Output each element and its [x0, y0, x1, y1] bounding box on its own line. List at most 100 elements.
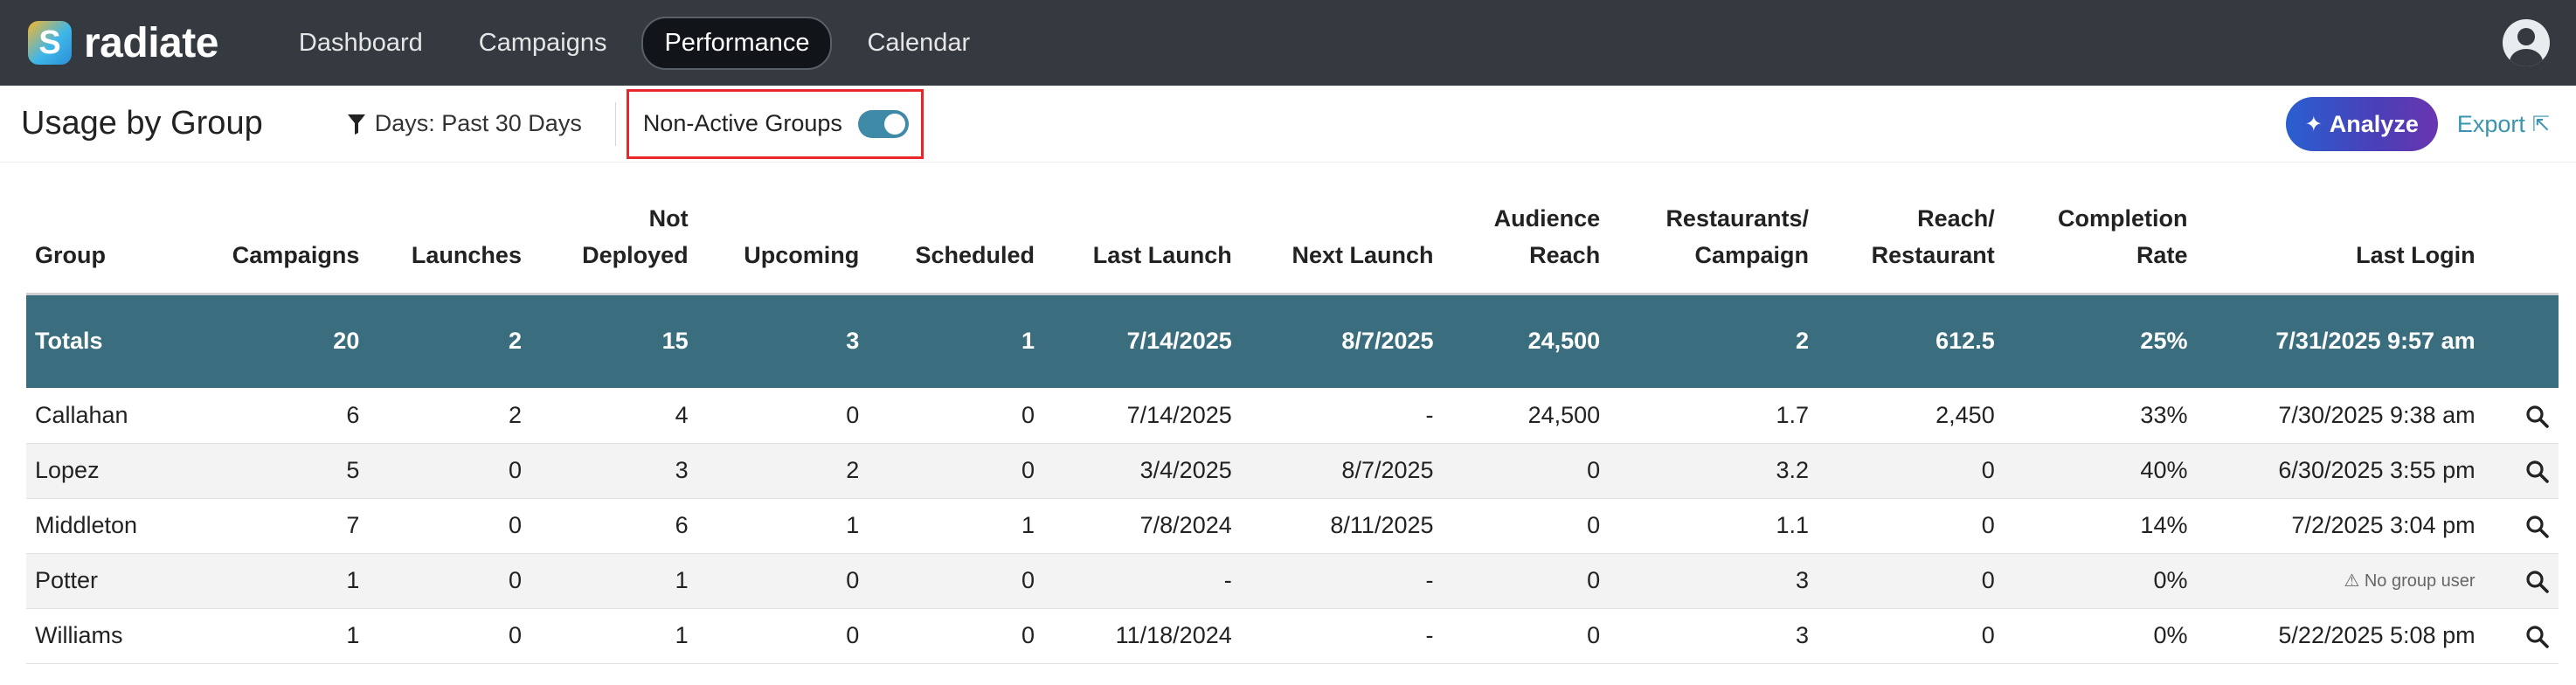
cell-scheduled: 0: [868, 553, 1043, 609]
col-header-reach-per-restaurant[interactable]: Reach/Restaurant: [1818, 185, 2004, 295]
cell-not-deployed: 1: [530, 608, 697, 664]
brand-name: radiate: [84, 19, 218, 66]
cell-upcoming: 0: [696, 388, 869, 444]
col-header-group[interactable]: Group: [26, 185, 193, 295]
cell-reach-per-restaurant: 2,450: [1818, 388, 2004, 444]
cell-restaurants-per-campaign: 1.1: [1609, 498, 1818, 554]
cell-reach-per-restaurant: 0: [1818, 553, 2004, 609]
col-header-last-launch[interactable]: Last Launch: [1042, 185, 1241, 295]
col-header-upcoming[interactable]: Upcoming: [696, 185, 869, 295]
nav-tabs: Dashboard Campaigns Performance Calendar: [278, 16, 991, 70]
cell-launches: 0: [368, 498, 530, 554]
radiate-logo-icon: S: [28, 21, 72, 65]
cell-not-deployed: 4: [530, 388, 697, 444]
totals-group: Totals: [26, 294, 193, 388]
cell-next-launch: -: [1240, 388, 1443, 444]
cell-completion-rate: 0%: [2003, 553, 2197, 609]
usage-table: Group Campaigns Launches Not Deployed Upc…: [26, 185, 2559, 664]
nav-tab-campaigns[interactable]: Campaigns: [478, 28, 607, 57]
cell-last-login-warning: ⚠ No group user: [2196, 553, 2484, 609]
cell-scheduled: 0: [868, 388, 1043, 444]
cell-launches: 0: [368, 553, 530, 609]
cell-upcoming: 0: [696, 553, 869, 609]
cell-audience-reach: 0: [1442, 443, 1610, 499]
cell-next-launch: -: [1240, 608, 1443, 664]
nav-tab-performance[interactable]: Performance: [641, 16, 833, 70]
cell-restaurants-per-campaign: 3: [1609, 553, 1818, 609]
days-filter-button[interactable]: Days: Past 30 Days: [347, 110, 582, 137]
usage-table-container: Group Campaigns Launches Not Deployed Upc…: [26, 185, 2559, 664]
cell-launches: 0: [368, 443, 530, 499]
totals-row: Totals 20 2 15 3 1 7/14/2025 8/7/2025 24…: [26, 294, 2559, 388]
table-row: Lopez 5 0 3 2 0 3/4/2025 8/7/2025 0 3.2 …: [26, 443, 2559, 499]
cell-completion-rate: 14%: [2003, 498, 2197, 554]
cell-next-launch: 8/7/2025: [1240, 443, 1443, 499]
non-active-groups-toggle-group: Non-Active Groups: [626, 88, 924, 159]
totals-upcoming: 3: [696, 294, 869, 388]
col-header-scheduled[interactable]: Scheduled: [868, 185, 1043, 295]
cell-launches: 2: [368, 388, 530, 444]
cell-upcoming: 0: [696, 608, 869, 664]
sparkle-icon: ✦: [2304, 112, 2323, 136]
col-header-next-launch[interactable]: Next Launch: [1240, 185, 1443, 295]
cell-campaigns: 5: [192, 443, 369, 499]
table-row: Potter 1 0 1 0 0 - - 0 3 0 0% ⚠ No group…: [26, 553, 2559, 609]
totals-completion-rate: 25%: [2003, 294, 2197, 388]
cell-campaigns: 1: [192, 553, 369, 609]
search-icon[interactable]: [2525, 460, 2550, 484]
col-header-last-login[interactable]: Last Login: [2196, 185, 2484, 295]
cell-last-login: 7/2/2025 3:04 pm: [2196, 498, 2484, 554]
brand[interactable]: S radiate: [28, 19, 218, 67]
col-header-launches[interactable]: Launches: [368, 185, 530, 295]
search-icon[interactable]: [2525, 405, 2550, 429]
col-header-completion-rate[interactable]: Completion Rate: [2003, 185, 2197, 295]
totals-launches: 2: [368, 294, 530, 388]
export-icon: ⇱: [2531, 112, 2550, 136]
cell-last-launch: 11/18/2024: [1042, 608, 1241, 664]
filter-icon: [347, 114, 365, 135]
non-active-groups-label: Non-Active Groups: [642, 110, 842, 136]
page-title: Usage by Group: [21, 105, 263, 142]
cell-last-launch: 3/4/2025: [1042, 443, 1241, 499]
nav-tab-dashboard[interactable]: Dashboard: [298, 28, 423, 57]
cell-not-deployed: 6: [530, 498, 697, 554]
totals-scheduled: 1: [868, 294, 1043, 388]
user-avatar-icon[interactable]: [2503, 19, 2550, 66]
cell-reach-per-restaurant: 0: [1818, 608, 2004, 664]
cell-completion-rate: 40%: [2003, 443, 2197, 499]
col-header-not-deployed[interactable]: Not Deployed: [530, 185, 697, 295]
cell-scheduled: 0: [868, 443, 1043, 499]
search-icon[interactable]: [2525, 625, 2550, 649]
totals-audience-reach: 24,500: [1442, 294, 1610, 388]
cell-last-login: 7/30/2025 9:38 am: [2196, 388, 2484, 444]
cell-last-login: 5/22/2025 5:08 pm: [2196, 608, 2484, 664]
totals-last-launch: 7/14/2025: [1042, 294, 1241, 388]
analyze-label: Analyze: [2329, 110, 2419, 137]
col-header-actions: [2483, 185, 2559, 295]
page-header: Usage by Group Days: Past 30 Days Non-Ac…: [0, 86, 2576, 163]
totals-reach-per-restaurant: 612.5: [1818, 294, 2004, 388]
non-active-groups-toggle[interactable]: [857, 109, 909, 138]
cell-reach-per-restaurant: 0: [1818, 498, 2004, 554]
col-header-restaurants-per-campaign[interactable]: Restaurants/Campaign: [1609, 185, 1818, 295]
table-row: Williams 1 0 1 0 0 11/18/2024 - 0 3 0 0%…: [26, 608, 2559, 664]
nav-tab-calendar[interactable]: Calendar: [867, 28, 971, 57]
cell-next-launch: 8/11/2025: [1240, 498, 1443, 554]
cell-last-launch: 7/14/2025: [1042, 388, 1241, 444]
cell-campaigns: 6: [192, 388, 369, 444]
col-header-campaigns[interactable]: Campaigns: [192, 185, 369, 295]
search-icon[interactable]: [2525, 570, 2550, 594]
col-header-audience-reach[interactable]: Audience Reach: [1442, 185, 1610, 295]
cell-campaigns: 7: [192, 498, 369, 554]
search-icon[interactable]: [2525, 515, 2550, 539]
export-link[interactable]: Export ⇱: [2457, 111, 2550, 138]
analyze-button[interactable]: ✦ Analyze: [2285, 97, 2438, 151]
toggle-knob: [883, 113, 905, 135]
totals-next-launch: 8/7/2025: [1240, 294, 1443, 388]
table-row: Callahan 6 2 4 0 0 7/14/2025 - 24,500 1.…: [26, 388, 2559, 444]
cell-not-deployed: 1: [530, 553, 697, 609]
cell-campaigns: 1: [192, 608, 369, 664]
cell-scheduled: 1: [868, 498, 1043, 554]
table-row: Middleton 7 0 6 1 1 7/8/2024 8/11/2025 0…: [26, 498, 2559, 554]
cell-audience-reach: 0: [1442, 553, 1610, 609]
